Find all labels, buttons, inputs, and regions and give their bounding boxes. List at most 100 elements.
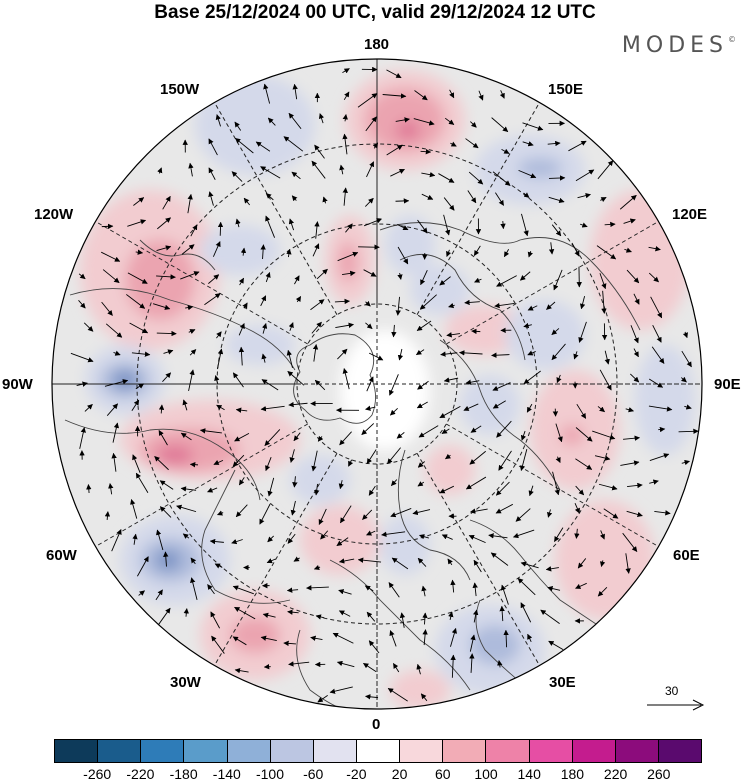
wind-vector: [468, 171, 484, 185]
wind-vector: [291, 195, 298, 202]
wind-vector: [363, 218, 383, 227]
wind-vector: [293, 556, 300, 562]
lon-label-60e: 60E: [673, 547, 700, 564]
wind-vector: [260, 166, 281, 179]
wind-vector: [474, 277, 482, 283]
wind-vector: [231, 171, 243, 182]
wind-vector: [364, 300, 371, 307]
wind-vector: [392, 662, 400, 673]
wind-vector: [488, 533, 508, 539]
wind-vector: [84, 404, 93, 412]
wind-vector: [575, 485, 585, 496]
wind-vector: [286, 587, 299, 593]
anomaly-region: [390, 670, 450, 709]
lon-label-0: 0: [372, 716, 381, 733]
wind-vector: [291, 171, 301, 180]
wind-vector: [156, 529, 164, 551]
wind-vector: [365, 405, 376, 411]
wind-vector: [576, 403, 587, 419]
wind-vector: [345, 223, 353, 233]
wind-vector: [391, 479, 398, 487]
wind-vector: [526, 403, 533, 413]
wind-vector: [135, 472, 149, 494]
wind-vector: [213, 459, 224, 465]
wind-vector: [156, 330, 177, 337]
lon-label-120e: 120E: [672, 206, 708, 223]
wind-vector: [443, 214, 451, 236]
wind-vector: [625, 407, 634, 413]
wind-vector: [322, 196, 328, 204]
wind-vector: [163, 349, 174, 355]
wind-vector: [556, 374, 562, 384]
wind-vector: [267, 477, 275, 497]
wind-vector: [592, 430, 616, 440]
wind-vector: [338, 480, 344, 490]
wind-vector: [310, 299, 325, 311]
wind-vector: [649, 453, 670, 461]
wind-vector: [421, 171, 436, 178]
wind-vector: [439, 485, 455, 494]
wind-vector: [467, 190, 477, 204]
wind-vector: [599, 273, 607, 290]
wind-vector: [364, 197, 374, 207]
wind-vector: [652, 325, 662, 343]
wind-vector: [157, 217, 171, 230]
wind-vector: [126, 294, 146, 309]
wind-vector: [527, 305, 538, 311]
wind-vector: [623, 218, 636, 224]
wind-vector: [232, 372, 244, 388]
wind-vector: [439, 276, 451, 286]
wind-vector: [338, 610, 351, 617]
wind-vector: [182, 533, 190, 539]
lon-label-90w: 90W: [2, 376, 33, 393]
colorbar-tick-label: -220: [126, 766, 155, 782]
wind-vector: [648, 378, 664, 388]
wind-vector: [503, 629, 509, 648]
meridian-line: [95, 221, 308, 345]
wind-vector: [548, 242, 555, 255]
wind-vector: [397, 224, 409, 231]
wind-vector: [155, 589, 163, 601]
wind-vector: [633, 348, 639, 358]
anomaly-region: [555, 500, 655, 620]
colorbar-tick-label: 20: [391, 766, 408, 782]
wind-vector: [209, 538, 224, 545]
wind-vector: [180, 271, 200, 280]
colorbar-segment: [55, 740, 99, 762]
wind-vector: [523, 192, 530, 198]
wind-vector: [266, 558, 276, 564]
wind-vector: [260, 405, 285, 412]
wind-vector: [104, 511, 111, 520]
wind-vector: [135, 249, 144, 255]
wind-vector: [522, 141, 534, 147]
lon-label-90e: 90E: [714, 376, 741, 393]
wind-vector: [447, 558, 453, 566]
wind-vector: [287, 609, 299, 615]
wind-vector: [450, 579, 456, 593]
wind-vector: [157, 607, 171, 626]
wind-vector: [215, 114, 221, 127]
wind-vector: [158, 430, 168, 446]
wind-vector: [527, 633, 533, 643]
wind-vector: [366, 449, 377, 465]
wind-vector: [152, 303, 171, 310]
wind-vector: [599, 560, 606, 567]
wind-vector: [138, 590, 145, 596]
wind-vector: [361, 423, 375, 436]
wind-vector: [318, 508, 327, 525]
wind-vector: [469, 634, 476, 652]
wind-vector: [575, 582, 587, 589]
wind-vector: [465, 138, 479, 149]
wind-vector: [127, 272, 148, 284]
wind-vector: [552, 471, 560, 496]
wind-vector: [339, 164, 345, 175]
wind-vector: [623, 435, 641, 441]
colorbar-tick-label: 140: [517, 766, 541, 782]
wind-vector: [199, 428, 222, 434]
wind-vector: [418, 534, 429, 540]
wind-vector: [336, 660, 355, 668]
wind-vector: [260, 295, 267, 307]
wind-vector: [312, 344, 319, 362]
wind-vector: [234, 606, 256, 620]
